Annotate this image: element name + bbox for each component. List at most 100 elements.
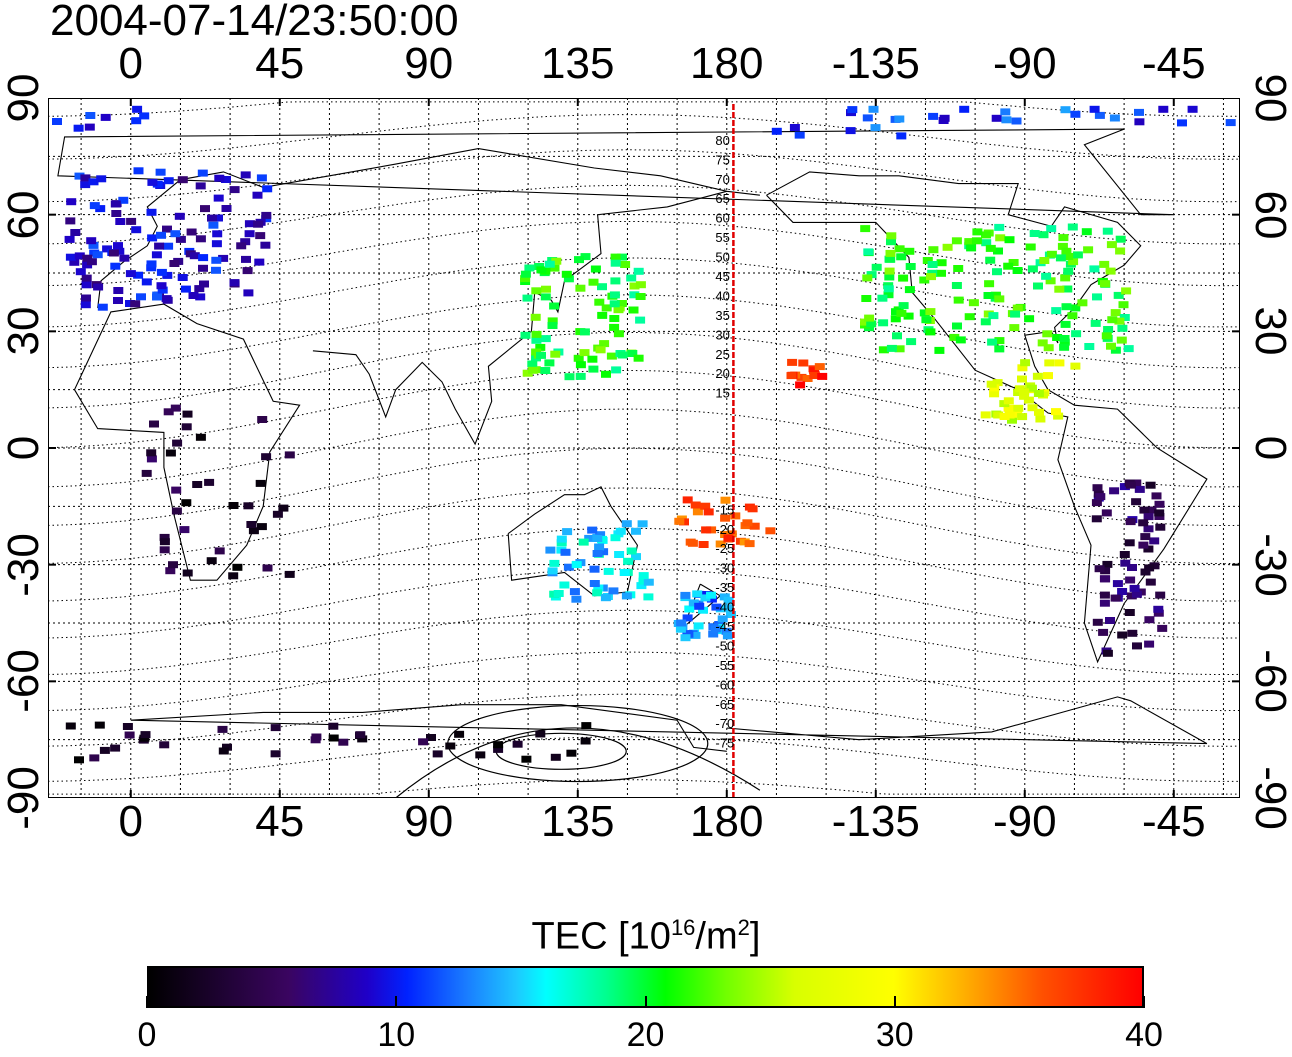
- tec-cell: [1059, 338, 1070, 346]
- colorbar-title: TEC [1016/m2]: [531, 915, 761, 958]
- tec-cell: [787, 358, 798, 366]
- left-lat-tick-label: 60: [0, 190, 48, 240]
- tec-cell: [1032, 372, 1043, 380]
- tec-cell: [643, 578, 654, 586]
- tec-cell: [175, 235, 186, 243]
- tec-cell: [110, 744, 121, 752]
- tec-cell: [1091, 515, 1102, 523]
- tec-cell: [795, 381, 806, 389]
- tec-cell: [81, 274, 92, 282]
- meridian-lat-label: -70: [715, 716, 734, 731]
- tec-cell: [878, 346, 889, 354]
- tec-cell: [877, 294, 888, 302]
- tec-cell: [311, 733, 322, 741]
- tec-cell: [1144, 640, 1155, 648]
- tec-cell: [1102, 560, 1113, 568]
- tec-cell: [708, 630, 719, 638]
- tec-cell: [1146, 506, 1157, 514]
- tec-cell: [896, 253, 907, 261]
- tec-cell: [1013, 389, 1024, 396]
- tec-cell: [1149, 562, 1160, 570]
- tec-cell: [535, 343, 546, 351]
- colorbar-tick-mark: [644, 996, 647, 1008]
- tec-cell: [610, 259, 621, 267]
- tec-cell: [690, 631, 701, 639]
- tec-cell: [980, 411, 991, 419]
- tec-cell: [1070, 304, 1081, 312]
- tec-cell: [149, 420, 159, 428]
- tec-cell: [1084, 343, 1095, 350]
- tec-cell: [80, 174, 91, 182]
- tec-cell: [617, 351, 628, 359]
- tec-cell: [1044, 359, 1055, 367]
- right-lat-tick-label: 30: [1246, 306, 1292, 356]
- tec-cell: [986, 380, 997, 388]
- tec-cell: [715, 540, 726, 548]
- tec-cell: [635, 316, 646, 324]
- tec-cell: [181, 499, 192, 507]
- top-lon-tick-label: 135: [541, 39, 615, 88]
- tec-cell: [206, 557, 217, 565]
- tec-cell: [81, 281, 92, 289]
- tec-cell: [1089, 265, 1100, 273]
- tec-cell: [1003, 262, 1014, 270]
- tec-cell: [222, 743, 232, 751]
- tec-cell: [598, 548, 609, 556]
- tec-cell: [535, 730, 546, 738]
- tec-cell: [531, 287, 542, 295]
- tec-cell: [1045, 277, 1056, 285]
- tec-cell: [553, 590, 564, 597]
- tec-cell: [608, 587, 619, 595]
- tec-cell: [141, 278, 152, 286]
- tec-map-canvas: 80 75 70 65 60 55 50 45 40 35 30 25 20 15 -15 -20 -25 -30…: [43, 93, 1245, 803]
- tec-cell: [989, 390, 1000, 398]
- tec-cell: [631, 553, 641, 561]
- tec-cell: [581, 722, 592, 730]
- left-lat-tick-label: -90: [0, 766, 48, 830]
- tec-cell: [556, 535, 567, 543]
- tec-cell: [687, 539, 698, 547]
- tec-cell: [119, 254, 130, 262]
- tec-cell: [1109, 487, 1120, 495]
- tec-cell: [1112, 580, 1123, 588]
- tec-cell: [75, 268, 86, 276]
- tec-cell: [80, 301, 91, 309]
- tec-cell: [569, 588, 580, 596]
- tec-cell: [629, 282, 640, 290]
- tec-cell: [1117, 324, 1128, 332]
- tec-cell: [52, 118, 62, 125]
- tec-cell: [1107, 316, 1118, 324]
- tec-cell: [726, 530, 737, 538]
- tec-cell: [706, 591, 716, 599]
- tec-cell: [146, 449, 157, 457]
- tec-cell: [1092, 484, 1103, 492]
- tec-cell: [985, 256, 996, 264]
- tec-cell: [562, 528, 573, 536]
- tec-cell: [575, 361, 586, 369]
- meridian-lat-label: -35: [715, 580, 734, 595]
- tec-cell: [690, 501, 701, 509]
- tec-cell: [198, 254, 209, 262]
- magnetic-latitude-contour: [47, 447, 1241, 526]
- tec-cell: [255, 232, 266, 240]
- tec-cell: [633, 354, 644, 362]
- tec-cell: [93, 283, 104, 291]
- tec-cell: [883, 291, 894, 299]
- tec-cell: [530, 313, 541, 321]
- tec-cell: [188, 292, 199, 299]
- tec-cell: [256, 523, 267, 531]
- tec-cell: [204, 478, 215, 486]
- magnetic-latitude-contour: [47, 736, 1241, 782]
- tec-cell: [635, 293, 646, 300]
- tec-cell: [1127, 629, 1138, 637]
- tec-cell: [240, 238, 251, 246]
- tec-cell: [742, 519, 753, 527]
- tec-cell: [124, 731, 135, 739]
- colorbar-tick-label: 20: [626, 1016, 665, 1054]
- tec-cell: [626, 547, 637, 555]
- tec-cell: [1153, 605, 1164, 613]
- tec-cell: [70, 229, 81, 236]
- magnetic-latitude-contour: [48, 779, 1240, 795]
- tec-cell: [156, 231, 166, 239]
- tec-cell: [1017, 375, 1027, 383]
